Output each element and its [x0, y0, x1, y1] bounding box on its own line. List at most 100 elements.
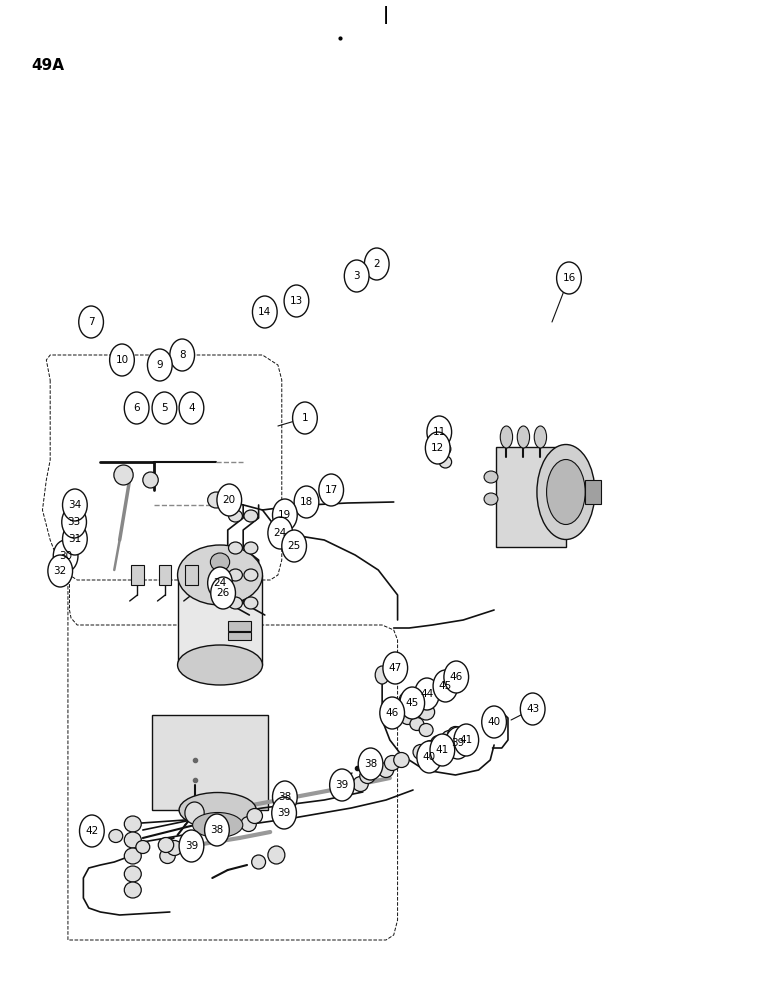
Ellipse shape	[252, 296, 277, 328]
Ellipse shape	[244, 542, 258, 554]
Ellipse shape	[360, 768, 375, 784]
Ellipse shape	[244, 597, 258, 609]
Ellipse shape	[160, 848, 175, 863]
Ellipse shape	[229, 569, 242, 581]
Text: 38: 38	[210, 825, 224, 835]
Bar	[131, 565, 144, 585]
Ellipse shape	[353, 776, 368, 792]
Ellipse shape	[241, 816, 256, 832]
Ellipse shape	[268, 846, 285, 864]
Text: 17: 17	[324, 485, 338, 495]
Ellipse shape	[399, 692, 416, 708]
Ellipse shape	[178, 645, 262, 685]
Text: 30: 30	[59, 551, 73, 561]
Ellipse shape	[284, 285, 309, 317]
Ellipse shape	[482, 706, 506, 738]
Ellipse shape	[547, 460, 585, 524]
Ellipse shape	[244, 569, 258, 581]
Ellipse shape	[252, 855, 266, 869]
Text: 13: 13	[290, 296, 303, 306]
Ellipse shape	[445, 727, 470, 759]
Ellipse shape	[454, 724, 479, 756]
Ellipse shape	[517, 426, 530, 448]
Ellipse shape	[433, 670, 458, 702]
Ellipse shape	[537, 444, 595, 540]
Ellipse shape	[79, 306, 103, 338]
Text: 39: 39	[335, 780, 349, 790]
Ellipse shape	[167, 840, 182, 856]
Text: 19: 19	[278, 510, 292, 520]
Text: 34: 34	[68, 500, 82, 510]
Text: 9: 9	[157, 360, 163, 370]
Ellipse shape	[484, 471, 498, 483]
Ellipse shape	[430, 734, 455, 766]
Text: 14: 14	[258, 307, 272, 317]
Ellipse shape	[444, 661, 469, 693]
Text: 41: 41	[459, 735, 473, 745]
Ellipse shape	[193, 812, 242, 838]
Text: 31: 31	[68, 534, 82, 544]
Text: 1: 1	[302, 413, 308, 423]
Text: 6: 6	[134, 403, 140, 413]
Ellipse shape	[268, 517, 293, 549]
Text: 24: 24	[213, 578, 227, 588]
Ellipse shape	[413, 744, 428, 760]
Ellipse shape	[282, 530, 306, 562]
Ellipse shape	[417, 741, 442, 773]
Text: 46: 46	[449, 672, 463, 682]
Ellipse shape	[437, 442, 451, 456]
Ellipse shape	[431, 736, 446, 750]
Ellipse shape	[415, 678, 439, 710]
Ellipse shape	[419, 724, 433, 736]
Ellipse shape	[179, 392, 204, 424]
Text: 44: 44	[420, 689, 434, 699]
Ellipse shape	[185, 802, 204, 824]
Ellipse shape	[205, 814, 229, 846]
Text: 4: 4	[188, 403, 195, 413]
Ellipse shape	[110, 344, 134, 376]
Text: 39: 39	[277, 808, 291, 818]
Ellipse shape	[423, 740, 438, 756]
Ellipse shape	[124, 392, 149, 424]
Ellipse shape	[484, 493, 498, 505]
Ellipse shape	[394, 752, 409, 768]
Ellipse shape	[272, 797, 296, 829]
Ellipse shape	[410, 718, 424, 730]
Ellipse shape	[124, 816, 141, 832]
Ellipse shape	[294, 486, 319, 518]
Ellipse shape	[63, 523, 87, 555]
Ellipse shape	[109, 830, 123, 842]
Text: 16: 16	[562, 273, 576, 283]
Ellipse shape	[273, 499, 297, 531]
Text: 25: 25	[287, 541, 301, 551]
Ellipse shape	[384, 756, 400, 770]
Text: 47: 47	[388, 663, 402, 673]
Ellipse shape	[114, 465, 133, 485]
Ellipse shape	[401, 712, 415, 724]
Ellipse shape	[179, 792, 256, 827]
Ellipse shape	[229, 542, 242, 554]
Ellipse shape	[143, 472, 158, 488]
Ellipse shape	[229, 597, 242, 609]
Ellipse shape	[210, 553, 230, 571]
Text: 7: 7	[88, 317, 94, 327]
Text: 40: 40	[487, 717, 501, 727]
Ellipse shape	[158, 838, 174, 852]
Text: 33: 33	[67, 517, 81, 527]
Text: 43: 43	[526, 704, 540, 714]
Ellipse shape	[80, 815, 104, 847]
Ellipse shape	[425, 432, 450, 464]
Ellipse shape	[136, 840, 150, 854]
Text: 45: 45	[438, 681, 452, 691]
Text: 32: 32	[53, 566, 67, 576]
Ellipse shape	[124, 848, 141, 864]
Ellipse shape	[293, 402, 317, 434]
Ellipse shape	[273, 781, 297, 813]
Text: 49A: 49A	[31, 58, 64, 73]
Ellipse shape	[124, 882, 141, 898]
Bar	[159, 565, 171, 585]
Text: 40: 40	[422, 752, 436, 762]
Ellipse shape	[383, 652, 408, 684]
Ellipse shape	[378, 762, 394, 778]
Ellipse shape	[448, 726, 463, 742]
